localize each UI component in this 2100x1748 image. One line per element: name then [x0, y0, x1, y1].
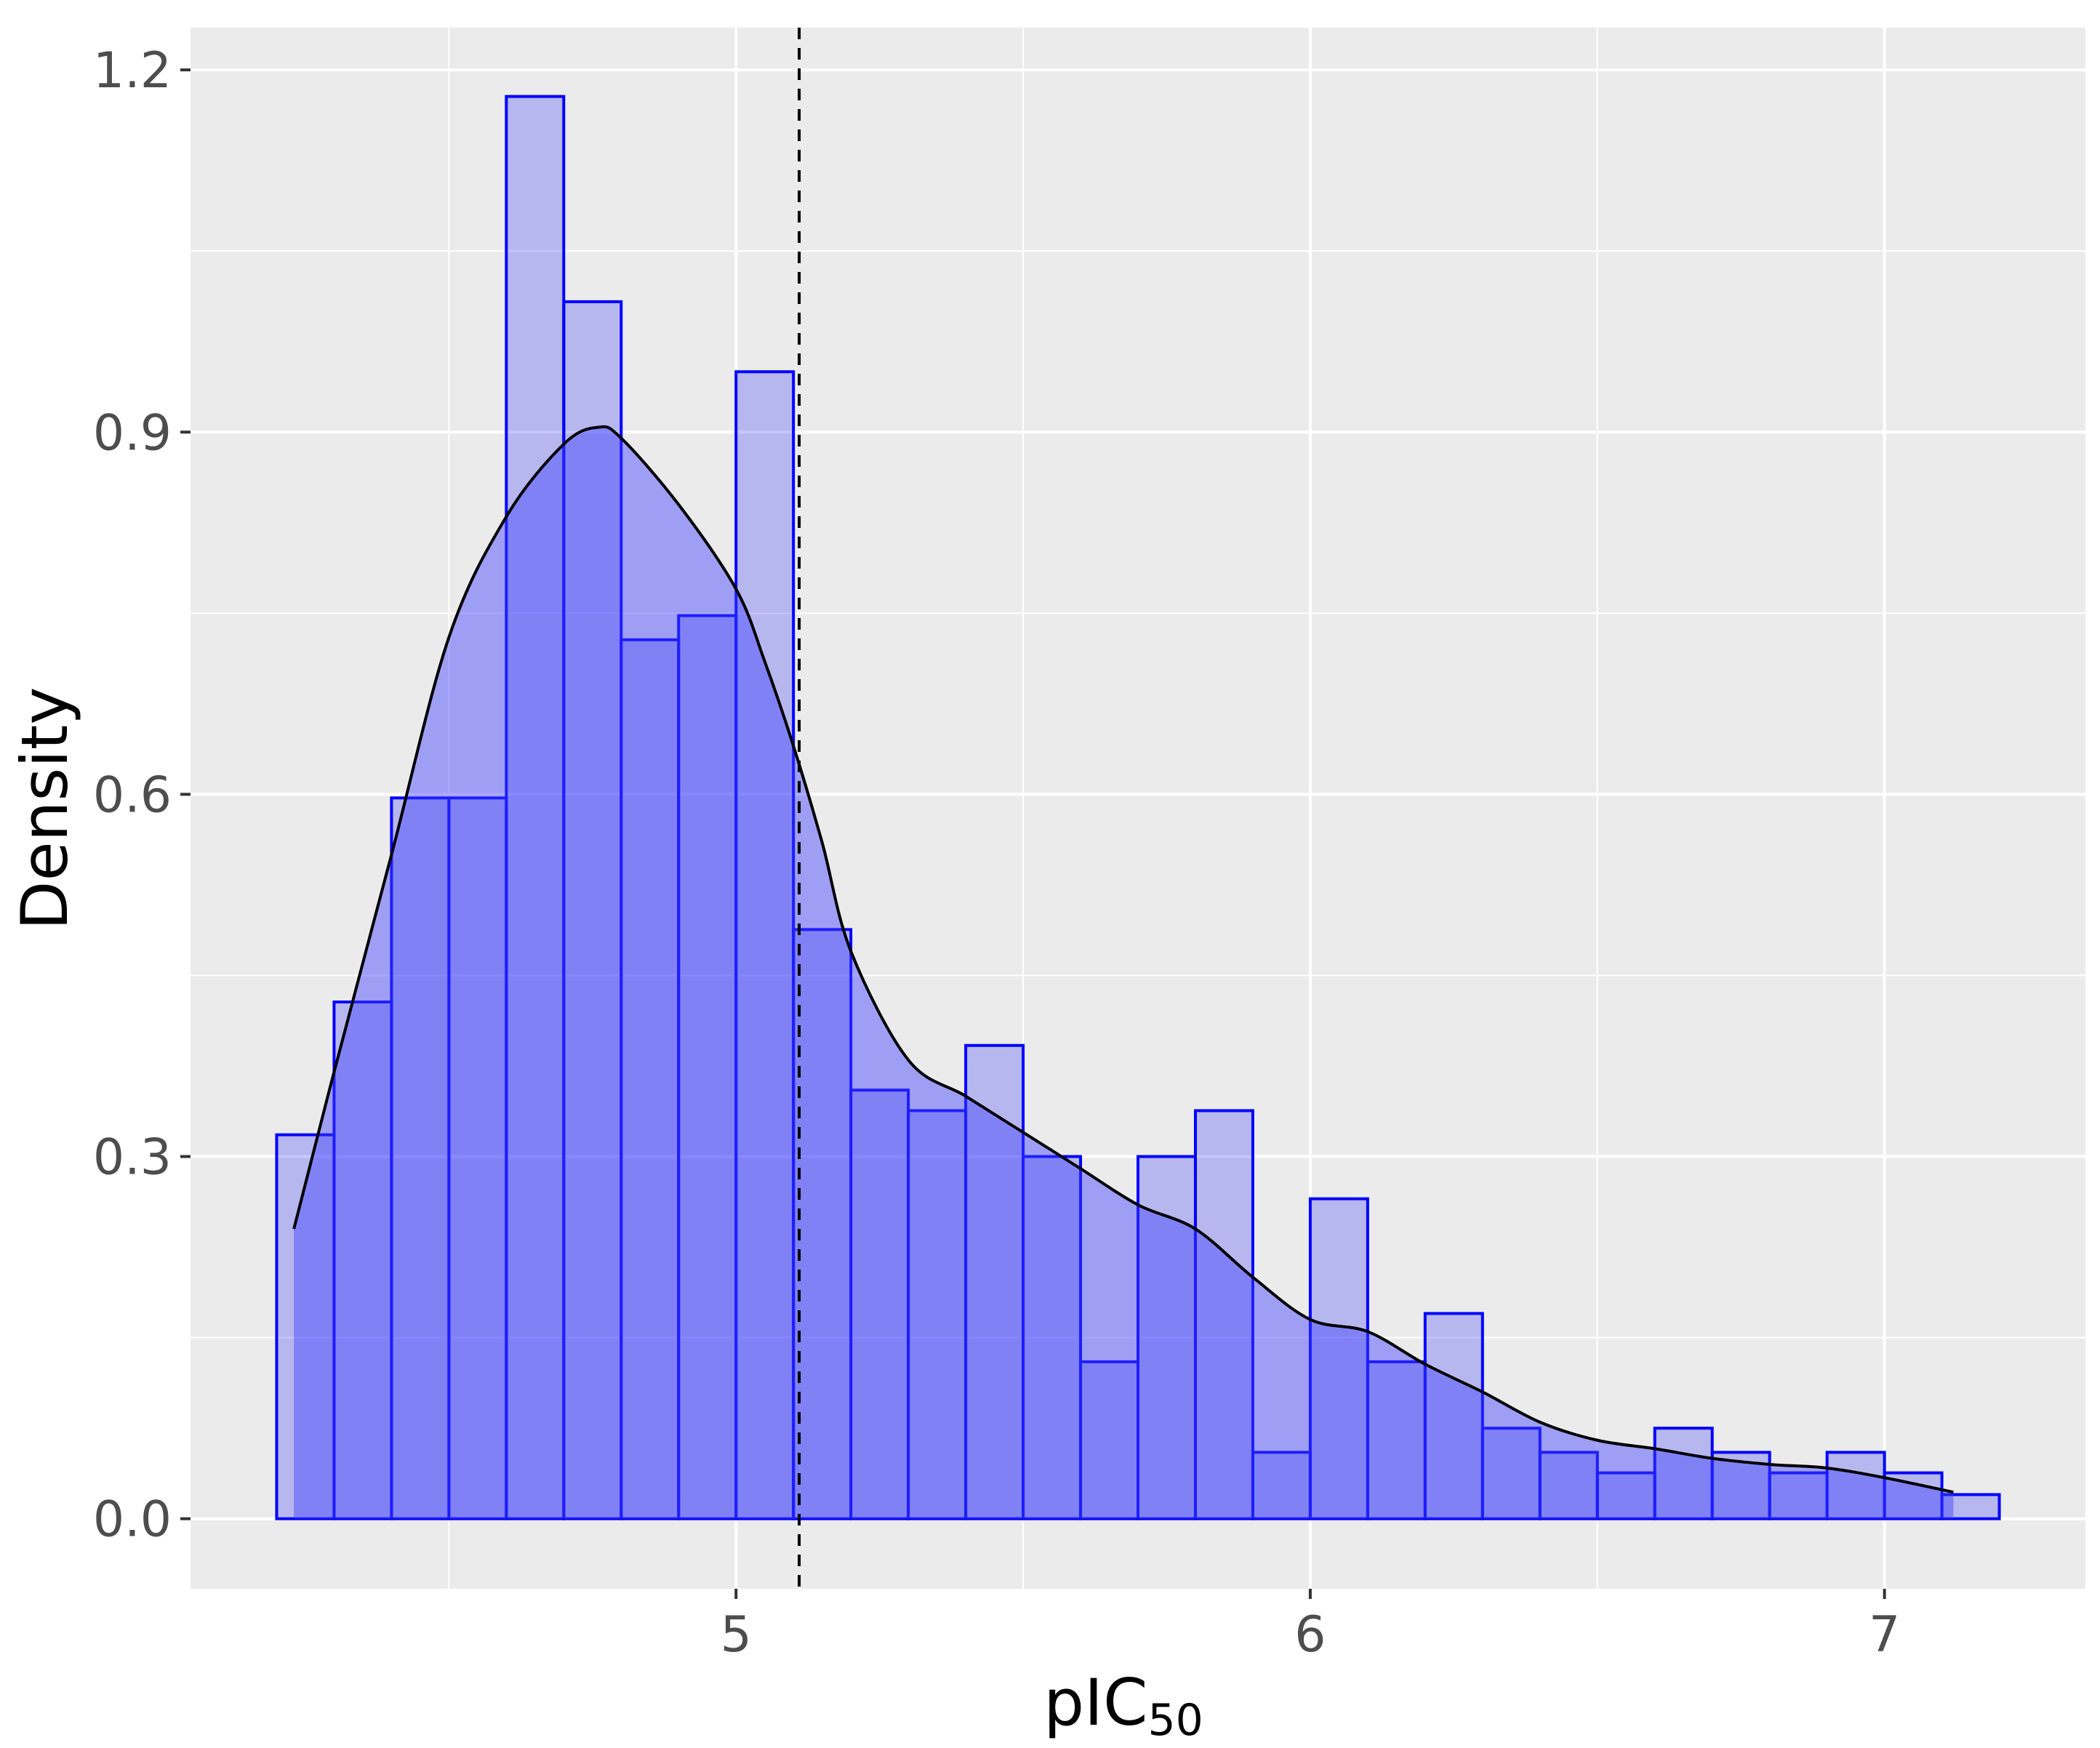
histogram-bars — [275, 95, 2001, 1520]
x-tick-label: 5 — [721, 1606, 752, 1664]
y-tick-label: 0.9 — [93, 404, 172, 462]
x-tick-label: 6 — [1294, 1606, 1326, 1664]
y-tick-label: 1.2 — [93, 42, 172, 100]
histogram-bar — [677, 614, 738, 1520]
x-tick-label: 7 — [1869, 1606, 1900, 1664]
histogram-bar — [447, 796, 508, 1520]
x-axis-title-subscript: 50 — [1147, 1695, 1203, 1746]
histogram-bar — [1022, 1155, 1083, 1520]
histogram-bar — [1366, 1360, 1427, 1520]
histogram-bar — [1883, 1471, 1944, 1520]
histogram-bar — [907, 1109, 968, 1520]
histogram-bar — [1079, 1360, 1139, 1520]
x-axis-ticks: 5 6 7 — [721, 1589, 1900, 1664]
histogram-bar — [1251, 1451, 1312, 1520]
y-tick-label: 0.6 — [93, 766, 172, 824]
histogram-bar — [1768, 1471, 1829, 1520]
x-axis-title-main: pIC — [1043, 1665, 1147, 1740]
histogram-bar — [1193, 1109, 1254, 1520]
histogram-bar — [964, 1043, 1025, 1520]
histogram-bar — [562, 300, 623, 1520]
y-axis-ticks: 0.0 0.3 0.6 0.9 1.2 — [93, 42, 191, 1549]
density-curve — [292, 425, 1954, 1494]
histogram-bar — [1653, 1427, 1714, 1520]
density-area — [294, 426, 1954, 1519]
histogram-bar — [792, 928, 853, 1520]
x-axis-title: pIC50 — [1043, 1665, 1203, 1746]
histogram-bar — [1940, 1493, 2001, 1520]
histogram-bar — [1538, 1451, 1599, 1520]
y-axis-title: Density — [7, 687, 82, 931]
histogram-bar — [1308, 1197, 1369, 1520]
histogram-bar — [1423, 1312, 1484, 1520]
histogram-bar — [332, 1001, 393, 1520]
y-tick-label: 0.3 — [93, 1129, 172, 1187]
y-tick-label: 0.0 — [93, 1491, 172, 1549]
